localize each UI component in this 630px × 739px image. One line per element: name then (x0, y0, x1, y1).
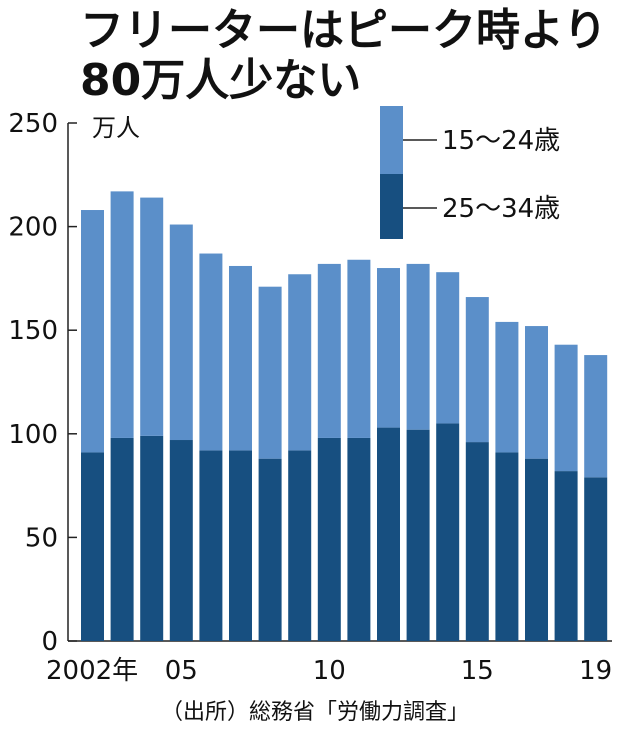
bar-segment-25-34 (554, 471, 578, 641)
bar-segment-25-34 (347, 437, 371, 641)
bar-segment-25-34 (377, 427, 400, 641)
bar-segment-15-24 (525, 326, 548, 459)
x-tick-label: 2002年 (46, 656, 138, 686)
bar-segment-25-34 (258, 458, 282, 641)
x-tick-label: 10 (313, 656, 346, 686)
title-line-1: フリーターはピーク時より (80, 5, 608, 56)
y-tick-label: 150 (8, 316, 58, 346)
bar-segment-15-24 (406, 263, 430, 430)
y-axis-unit-label: 万人 (92, 114, 140, 142)
bar-segment-25-34 (288, 450, 312, 641)
bar-segment-15-24 (140, 197, 164, 436)
chart-title: フリーターはピーク時より 80万人少ない (80, 6, 607, 106)
bar-segment-15-24 (258, 286, 282, 459)
bar-segment-25-34 (525, 458, 548, 641)
bar-segment-15-24 (288, 274, 312, 451)
bar-segment-15-24 (377, 268, 400, 428)
bar-segment-15-24 (169, 224, 193, 441)
bar-segment-25-34 (81, 452, 104, 641)
legend-swatch-15-24 (380, 106, 403, 174)
legend-swatch-25-34 (380, 174, 403, 239)
bar-segment-15-24 (584, 355, 608, 478)
bar-segment-15-24 (554, 344, 578, 472)
y-tick-label: 250 (8, 109, 58, 139)
bar-segment-15-24 (199, 253, 223, 451)
bar-segment-25-34 (169, 440, 193, 641)
bar-segment-25-34 (229, 450, 252, 641)
x-tick-label: 05 (165, 656, 198, 686)
bar-segment-15-24 (465, 297, 489, 443)
y-tick-label: 0 (41, 627, 58, 657)
bar-segment-15-24 (436, 272, 460, 424)
stacked-bar-chart: 0 50 100 150 200 250 万人 2002年 05 10 15 19 15～24歳 25～3… (8, 106, 612, 686)
bar-segment-25-34 (199, 450, 223, 641)
bar-segment-25-34 (317, 437, 341, 641)
y-tick-label: 50 (25, 523, 58, 553)
bar-segment-15-24 (229, 265, 252, 451)
title-line-2: 80万人少ない (80, 55, 362, 106)
bar-segment-15-24 (347, 259, 371, 438)
bar-segment-25-34 (140, 435, 164, 641)
bar-segment-25-34 (110, 437, 134, 641)
y-tick-label: 100 (8, 420, 58, 450)
legend-label-15-24: 15～24歳 (442, 126, 560, 156)
bar-segment-15-24 (495, 321, 519, 453)
bar-segment-25-34 (495, 452, 519, 641)
bar-segment-25-34 (436, 423, 460, 641)
source-note: （出所）総務省「労働力調査」 (160, 700, 469, 725)
y-tick-label: 200 (8, 213, 58, 243)
bar-segment-15-24 (110, 191, 134, 438)
bar-segment-15-24 (81, 210, 104, 453)
legend-label-25-34: 25～34歳 (442, 194, 560, 224)
bar-segment-25-34 (584, 477, 608, 641)
bar-segment-25-34 (465, 442, 489, 641)
x-tick-label: 15 (461, 656, 494, 686)
bar-segment-15-24 (317, 263, 341, 438)
bar-segment-25-34 (406, 429, 430, 641)
x-tick-label: 19 (579, 656, 612, 686)
